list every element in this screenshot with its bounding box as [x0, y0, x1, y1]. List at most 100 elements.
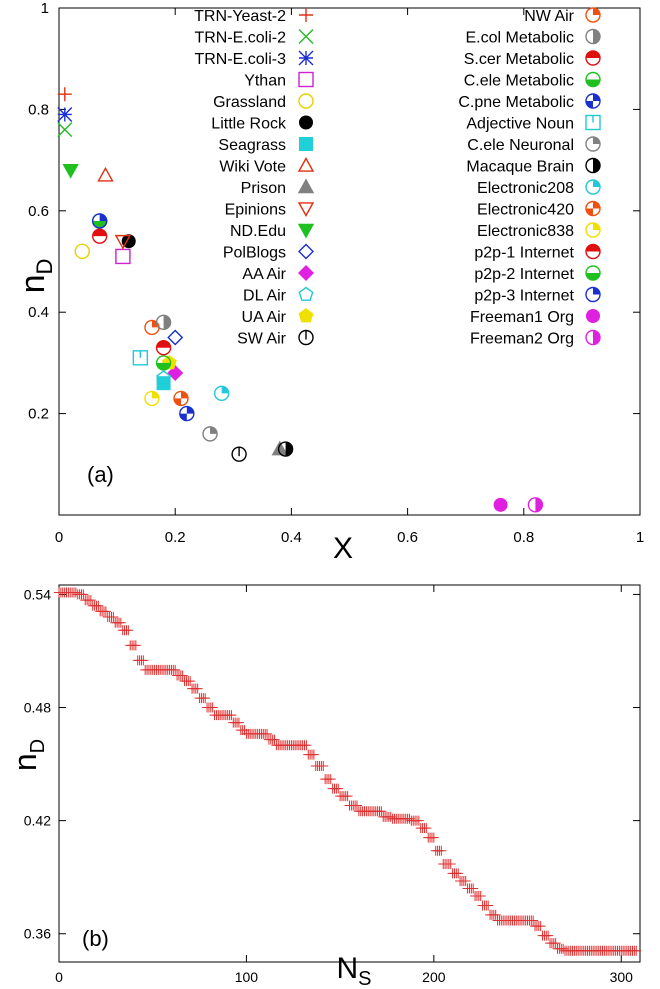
- legend-marker-circle-quarter-icon: [585, 286, 601, 303]
- chart-a-x-axis-label: X: [333, 532, 353, 565]
- chart-b-axis-ticks: 0 100 200 300 0.36 0.42 0.48 0.54: [24, 585, 640, 985]
- legend-label: C.ele Neuronal: [467, 137, 574, 154]
- legend-marker-triangle-up-open-icon: [297, 157, 315, 172]
- legend-entry-dl-air: DL Air: [243, 286, 314, 305]
- legend-entry-p2p-2-internet: p2p-2 Internet: [474, 265, 601, 283]
- legend-entry-e-col-metabolic: E.col Metabolic: [466, 28, 601, 47]
- chart-a-y-tick-label: 0.2: [28, 406, 49, 423]
- data-point-ythan: [115, 248, 131, 265]
- data-point-nd-edu: [62, 163, 79, 179]
- chart-b-data-point: [318, 760, 329, 771]
- data-point-sw-air: [231, 446, 247, 462]
- chart-b-data-point: [301, 740, 312, 751]
- data-point-trn-yeast-2: [57, 87, 72, 102]
- legend-entry-freeman2-org: Freeman2 Org: [470, 329, 601, 348]
- legend-entry-macaque-brain: Macaque Brain: [466, 157, 601, 176]
- data-point-freeman1-org: [493, 497, 508, 512]
- legend-entry-wiki-vote: Wiki Vote: [219, 157, 315, 176]
- chart-a-y-tick-label: 0.6: [28, 203, 49, 220]
- chart-b-y-tick-label: 0.36: [24, 926, 51, 942]
- data-point-electronic208: [213, 385, 230, 402]
- chart-a-panel-label: (a): [87, 462, 114, 487]
- legend-label: ND.Edu: [230, 223, 286, 240]
- chart-a-x-tick-label: 0.2: [165, 529, 186, 546]
- chart-a-y-tick-label: 0.8: [28, 101, 49, 118]
- chart-b-data-point: [376, 806, 387, 817]
- chart-b-data-point: [200, 693, 211, 704]
- legend-label: p2p-2 Internet: [474, 266, 574, 283]
- chart-b-data-point: [351, 800, 362, 811]
- legend-label: TRN-Yeast-2: [194, 8, 286, 25]
- data-point-c-ele-metabolic: [155, 355, 172, 371]
- legend-marker-star-icon: [298, 50, 314, 66]
- legend-marker-circle-line-icon: [298, 329, 314, 346]
- legend-marker-square-filled-icon: [299, 137, 313, 151]
- chart-a-y-tick-label: 0.4: [28, 304, 49, 321]
- chart-a-y-axis-label-main: n: [14, 274, 52, 293]
- chart-b-data-point: [269, 734, 280, 745]
- chart-b-x-tick-label: 300: [610, 969, 634, 985]
- legend-marker-pentagon-open-icon: [298, 286, 314, 301]
- data-point-trn-e-coli-2: [57, 122, 73, 138]
- legend-entry-prison: Prison: [241, 178, 315, 197]
- chart-b-data-point: [177, 670, 188, 681]
- data-point-trn-e-coli-3: [57, 106, 73, 122]
- legend-entry-s-cer-metabolic: S.cer Metabolic: [464, 50, 601, 68]
- legend-label: AA Air: [242, 266, 286, 283]
- chart-a-x-tick-label: 0.4: [281, 529, 302, 546]
- legend-marker-diamond-filled-icon: [298, 265, 314, 281]
- legend-label: Little Rock: [211, 116, 287, 133]
- chart-b-data-point: [100, 606, 111, 617]
- legend-entry-trn-yeast-2: TRN-Yeast-2: [194, 8, 313, 25]
- chart-a-y-axis-label: nD: [14, 259, 57, 294]
- data-point-aa-air: [167, 365, 184, 382]
- chart-b-y-axis-label-main: n: [7, 753, 43, 771]
- legend-entry-nw-air: NW Air: [524, 7, 601, 25]
- chart-b-data-point: [262, 728, 273, 739]
- chart-b-data-point: [453, 868, 464, 879]
- legend-entry-sw-air: SW Air: [237, 329, 314, 348]
- legend-marker-circle-half-bottom-icon: [585, 265, 601, 281]
- data-point-polblogs: [167, 329, 184, 346]
- chart-panel-a: 0 0.2 0.4 0.6 0.8 10.20.40.60.81 TRN-Yeast-2T…: [14, 0, 644, 565]
- chart-panel-b: 0 100 200 300 0.36 0.42 0.48 0.54 (b) NS nD: [7, 584, 642, 989]
- legend-label: p2p-1 Internet: [474, 245, 574, 262]
- legend-label: Prison: [241, 180, 286, 197]
- legend-entry-p2p-1-internet: p2p-1 Internet: [474, 243, 601, 262]
- legend-label: PolBlogs: [223, 245, 286, 262]
- legend-entry-trn-e-coli-3: TRN-E.coli-3: [194, 50, 314, 68]
- legend-marker-circle-quarter-icon: [585, 136, 601, 152]
- chart-a-x-tick-label: 0: [55, 529, 63, 546]
- chart-b-data-point: [233, 717, 244, 728]
- chart-b-data-point: [468, 883, 479, 894]
- chart-b-y-axis-label: nD: [7, 739, 49, 771]
- chart-b-x-tick-label: 0: [55, 969, 63, 985]
- legend-entry-epinions: Epinions: [225, 202, 315, 219]
- legend-marker-circle-half-right-icon: [585, 28, 601, 45]
- chart-b-data-point: [550, 938, 561, 949]
- legend-marker-circle-half-top-icon: [585, 50, 601, 66]
- legend-entry-seagrass: Seagrass: [218, 137, 313, 154]
- legend-marker-circle-half-top-icon: [585, 243, 601, 260]
- legend-marker-circle-filled-icon: [586, 309, 600, 323]
- legend-entry-adjective-noun: Adjective Noun: [466, 114, 601, 133]
- chart-b-data-point: [308, 749, 319, 760]
- legend-marker-circle-half-bottom-icon: [585, 71, 601, 88]
- legend-marker-square-line-icon: [585, 114, 601, 131]
- legend-marker-triangle-down-filled-icon: [297, 223, 315, 239]
- legend-entry-ythan: Ythan: [244, 71, 314, 90]
- chart-b-data-point: [207, 702, 218, 713]
- chart-b-data-point: [490, 909, 501, 920]
- chart-b-data-point: [543, 930, 554, 941]
- chart-b-data-point: [192, 683, 203, 694]
- svg-text:nD: nD: [7, 739, 49, 771]
- data-point-c-pne-metabolic: [179, 405, 195, 422]
- chart-b-data-point: [108, 612, 119, 623]
- legend-marker-cross-icon: [298, 29, 314, 44]
- legend-entry-c-ele-neuronal: C.ele Neuronal: [467, 136, 601, 154]
- chart-b-plot-frame: [58, 584, 641, 963]
- legend-label: S.cer Metabolic: [464, 51, 574, 68]
- chart-a-x-tick-label: 1: [636, 529, 644, 546]
- legend-entry-c-ele-metabolic: C.ele Metabolic: [464, 71, 601, 90]
- legend-marker-square-open-icon: [298, 71, 314, 88]
